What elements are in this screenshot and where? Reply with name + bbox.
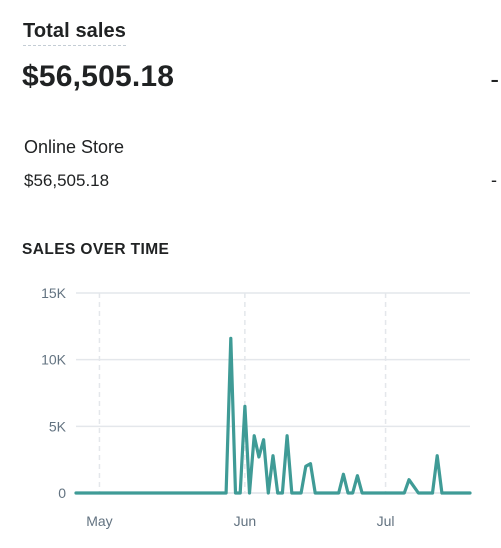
data-point[interactable] bbox=[323, 491, 327, 495]
data-point[interactable] bbox=[238, 491, 242, 495]
data-point[interactable] bbox=[370, 491, 374, 495]
data-point[interactable] bbox=[379, 491, 383, 495]
data-point[interactable] bbox=[402, 491, 406, 495]
sales-series-line[interactable] bbox=[74, 336, 472, 495]
data-point[interactable] bbox=[388, 491, 392, 495]
total-sales-value: $56,505.18 bbox=[22, 60, 175, 93]
data-point[interactable] bbox=[252, 434, 256, 438]
x-tick-label: Jul bbox=[377, 513, 395, 529]
y-tick-label: 5K bbox=[49, 418, 67, 434]
data-point[interactable] bbox=[426, 491, 430, 495]
data-point[interactable] bbox=[459, 491, 463, 495]
data-point[interactable] bbox=[74, 491, 78, 495]
data-point[interactable] bbox=[229, 336, 233, 340]
channel-sales-value: $56,505.18 bbox=[24, 171, 110, 190]
data-point[interactable] bbox=[285, 434, 289, 438]
data-point[interactable] bbox=[445, 491, 449, 495]
data-point[interactable] bbox=[468, 491, 472, 495]
y-tick-label: 0 bbox=[58, 485, 66, 501]
data-point[interactable] bbox=[299, 491, 303, 495]
data-point[interactable] bbox=[384, 491, 388, 495]
data-point[interactable] bbox=[393, 491, 397, 495]
data-point[interactable] bbox=[313, 491, 317, 495]
data-point[interactable] bbox=[280, 491, 284, 495]
data-point[interactable] bbox=[224, 491, 228, 495]
data-point[interactable] bbox=[332, 491, 336, 495]
data-point[interactable] bbox=[374, 491, 378, 495]
data-point[interactable] bbox=[398, 491, 402, 495]
total-sales-change: - bbox=[490, 64, 499, 94]
data-point[interactable] bbox=[233, 491, 237, 495]
data-point[interactable] bbox=[337, 491, 341, 495]
data-point[interactable] bbox=[266, 491, 270, 495]
data-point[interactable] bbox=[360, 491, 364, 495]
data-point[interactable] bbox=[435, 454, 439, 458]
data-point[interactable] bbox=[341, 472, 345, 476]
data-point[interactable] bbox=[304, 464, 308, 468]
data-point[interactable] bbox=[449, 491, 453, 495]
data-point[interactable] bbox=[276, 491, 280, 495]
data-point[interactable] bbox=[365, 491, 369, 495]
data-point[interactable] bbox=[243, 404, 247, 408]
data-point[interactable] bbox=[262, 438, 266, 442]
data-point[interactable] bbox=[412, 484, 416, 488]
data-point[interactable] bbox=[463, 491, 467, 495]
y-tick-label: 10K bbox=[41, 352, 67, 368]
data-point[interactable] bbox=[294, 491, 298, 495]
y-tick-label: 15K bbox=[41, 285, 67, 301]
data-point[interactable] bbox=[416, 491, 420, 495]
data-point[interactable] bbox=[271, 454, 275, 458]
data-point[interactable] bbox=[248, 491, 252, 495]
data-point[interactable] bbox=[351, 491, 355, 495]
data-point[interactable] bbox=[440, 491, 444, 495]
sales-over-time-chart[interactable]: 0 5K 10K 15K May Jun Jul bbox=[0, 275, 501, 548]
data-point[interactable] bbox=[290, 491, 294, 495]
x-tick-label: May bbox=[86, 513, 112, 529]
data-point[interactable] bbox=[309, 462, 313, 466]
total-sales-title[interactable]: Total sales bbox=[23, 20, 126, 46]
data-point[interactable] bbox=[346, 491, 350, 495]
data-point[interactable] bbox=[219, 491, 223, 495]
sales-over-time-title: SALES OVER TIME bbox=[22, 241, 170, 258]
data-point[interactable] bbox=[421, 491, 425, 495]
data-point[interactable] bbox=[318, 491, 322, 495]
data-point[interactable] bbox=[407, 478, 411, 482]
data-point[interactable] bbox=[355, 474, 359, 478]
channel-name-online-store: Online Store bbox=[24, 137, 125, 157]
data-point[interactable] bbox=[454, 491, 458, 495]
data-point[interactable] bbox=[257, 455, 261, 459]
data-point[interactable] bbox=[327, 491, 331, 495]
channel-sales-change: - bbox=[491, 170, 497, 190]
data-point[interactable] bbox=[430, 491, 434, 495]
x-tick-label: Jun bbox=[234, 513, 257, 529]
